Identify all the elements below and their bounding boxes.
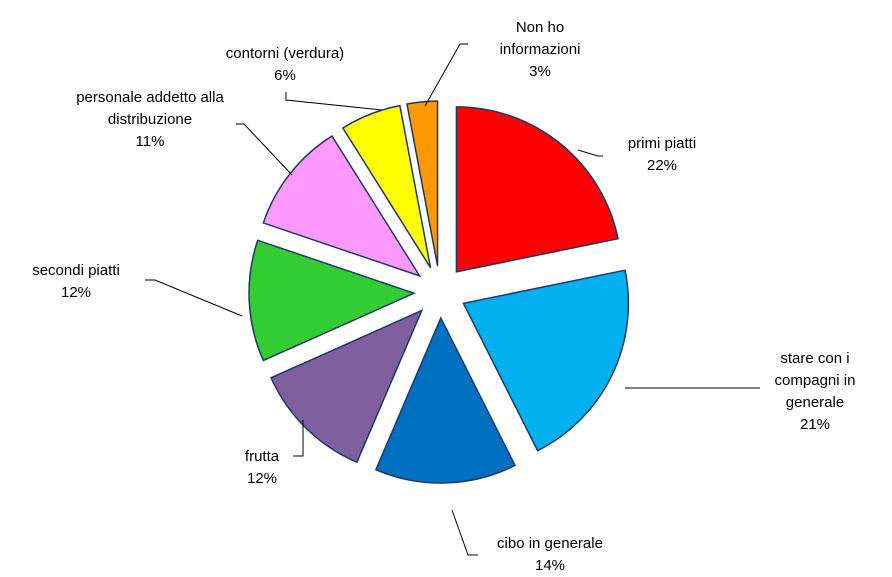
category-label: frutta (244, 448, 280, 465)
slice-label: secondi piatti 12% (0, 260, 156, 304)
leader-line (285, 92, 383, 111)
category-label: cibo in generale (497, 535, 603, 552)
slice-label: personale addetto alla distribuzione 11% (60, 87, 240, 153)
leader-line (424, 43, 468, 107)
slice-label: primi piatti 22% (587, 133, 737, 177)
pie-slice (455, 106, 619, 273)
leader-line (236, 123, 293, 176)
slice-label: cibo in generale 14% (450, 533, 650, 577)
category-label: contorni (verdura) (225, 45, 345, 62)
leader-line (577, 149, 603, 157)
value-label: 14% (534, 557, 566, 574)
slice-label: stare con i compagni in generale 21% (758, 348, 873, 436)
pie-slice (248, 239, 417, 362)
value-label: 12% (246, 470, 278, 487)
category-label: primi piatti (627, 135, 697, 152)
value-label: 12% (60, 284, 92, 301)
pie-slice (462, 269, 630, 452)
category-label: Non ho informazioni (499, 19, 581, 58)
pie-slice (341, 104, 432, 269)
value-label: 22% (646, 157, 678, 174)
leader-line (451, 509, 478, 556)
pie-slice (406, 100, 439, 267)
value-label: 6% (274, 67, 296, 84)
value-label: 3% (529, 63, 551, 80)
leader-line (293, 420, 304, 457)
slice-label: Non ho informazioni 3% (485, 17, 595, 83)
leader-line (145, 279, 243, 317)
category-label: stare con i compagni in generale (774, 350, 856, 411)
pie-slice (270, 309, 424, 464)
pie-slice (374, 316, 517, 484)
slice-label: frutta 12% (217, 446, 307, 490)
category-label: personale addetto alla distribuzione (76, 89, 224, 128)
slice-label: contorni (verdura) 6% (185, 43, 385, 87)
value-label: 11% (135, 133, 165, 150)
category-label: secondi piatti (32, 262, 120, 279)
value-label: 21% (799, 416, 831, 433)
